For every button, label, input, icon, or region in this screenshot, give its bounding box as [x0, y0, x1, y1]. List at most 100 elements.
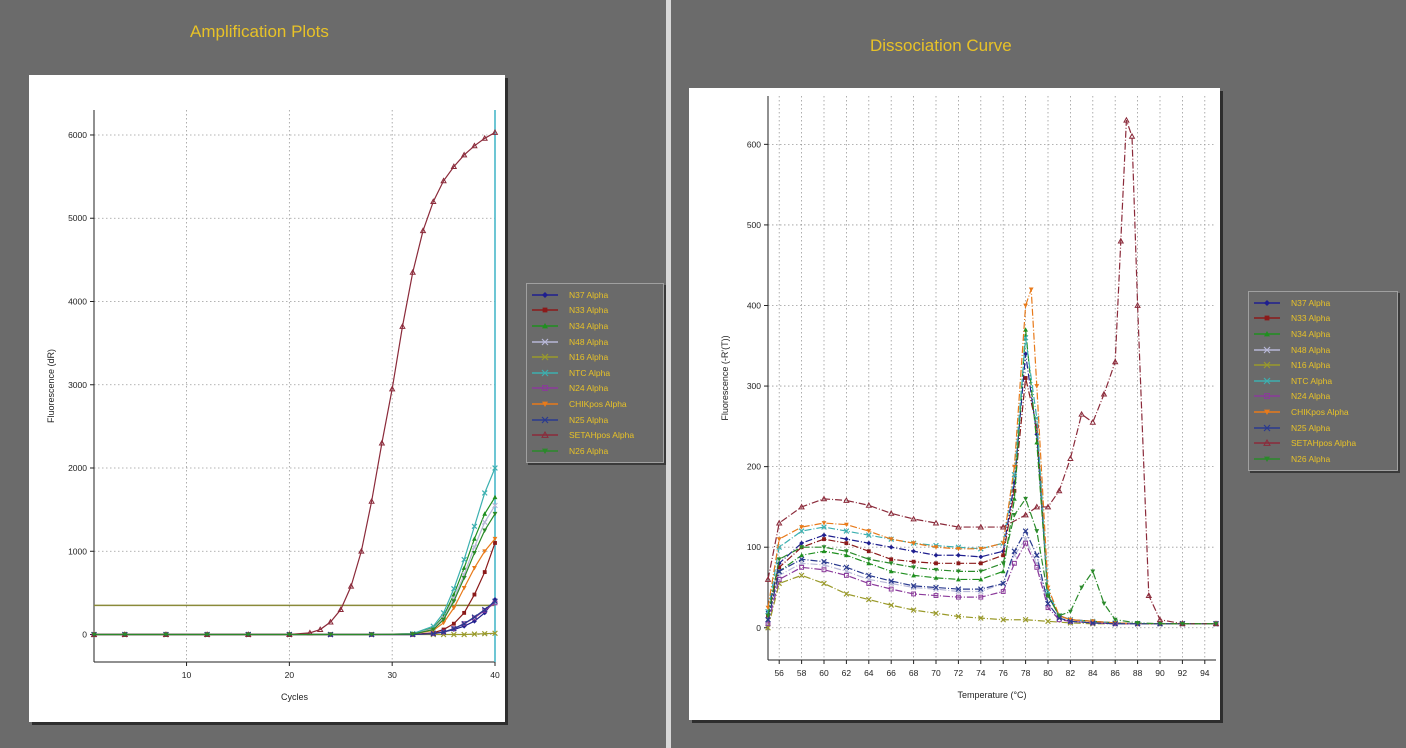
data-point[interactable] — [888, 578, 895, 584]
data-point[interactable] — [978, 561, 983, 566]
data-point[interactable] — [1023, 303, 1028, 308]
series-n37-alpha[interactable] — [91, 597, 498, 637]
data-point[interactable] — [410, 632, 416, 637]
series-line[interactable] — [94, 538, 496, 636]
plot-area[interactable]: 56 58 60 62 64 66 68 70 72 74 76 78 80 82 84 86 88 90 92 94… — [689, 88, 1220, 720]
data-point[interactable] — [843, 572, 849, 578]
data-point[interactable] — [1112, 617, 1118, 623]
data-point[interactable] — [911, 541, 916, 546]
data-point[interactable] — [866, 529, 872, 534]
legend-item[interactable]: N34 Alpha — [531, 318, 659, 334]
data-point[interactable] — [461, 620, 467, 627]
chart-legend[interactable]: N37 Alpha N33 Alpha N34 Alpha N48 Alpha N16 … — [526, 283, 664, 463]
data-point[interactable] — [493, 541, 497, 545]
data-point[interactable] — [978, 594, 984, 600]
data-point[interactable] — [799, 564, 805, 570]
data-point[interactable] — [347, 582, 355, 589]
legend-item[interactable]: N48 Alpha — [531, 334, 659, 350]
data-point[interactable] — [910, 607, 917, 613]
data-point[interactable] — [866, 560, 872, 566]
data-point[interactable] — [451, 599, 457, 604]
legend-item[interactable]: N37 Alpha — [531, 287, 659, 303]
data-point[interactable] — [1028, 287, 1034, 292]
data-point[interactable] — [337, 606, 345, 612]
series-line[interactable] — [767, 329, 1216, 625]
data-point[interactable] — [286, 632, 292, 637]
data-point[interactable] — [798, 556, 805, 563]
data-point[interactable] — [451, 585, 457, 592]
data-point[interactable] — [844, 552, 849, 558]
data-point[interactable] — [492, 502, 498, 509]
data-point[interactable] — [888, 602, 895, 609]
data-point[interactable] — [844, 536, 849, 542]
data-point[interactable] — [460, 151, 468, 158]
data-point[interactable] — [844, 522, 849, 528]
dissociation-chart[interactable]: 56 58 60 62 64 66 68 70 72 74 76 78 80 82 84 86 88 90 92 94… — [689, 88, 1220, 720]
data-point[interactable] — [327, 618, 334, 625]
legend-item[interactable]: NTC Alpha — [1253, 373, 1393, 389]
series-line[interactable] — [767, 497, 1216, 625]
legend-item[interactable]: N34 Alpha — [1253, 326, 1393, 342]
data-point[interactable] — [844, 541, 849, 546]
data-point[interactable] — [866, 549, 871, 554]
data-point[interactable] — [1055, 487, 1063, 494]
data-point[interactable] — [843, 528, 850, 534]
legend-item[interactable]: NTC Alpha — [531, 365, 659, 381]
data-point[interactable] — [956, 561, 961, 566]
data-point[interactable] — [821, 545, 827, 550]
data-point[interactable] — [843, 564, 850, 571]
data-point[interactable] — [889, 557, 894, 562]
data-point[interactable] — [888, 568, 894, 574]
series-setahpos-alpha[interactable] — [764, 116, 1220, 627]
data-point[interactable] — [1023, 496, 1028, 502]
data-point[interactable] — [1213, 621, 1219, 627]
series-n16-alpha[interactable] — [765, 572, 1219, 631]
data-point[interactable] — [451, 631, 457, 638]
data-point[interactable] — [1089, 620, 1096, 626]
series-line[interactable] — [94, 496, 496, 636]
data-point[interactable] — [1068, 617, 1073, 623]
data-point[interactable] — [430, 627, 436, 632]
data-point[interactable] — [933, 586, 939, 592]
data-point[interactable] — [911, 565, 916, 570]
data-point[interactable] — [933, 552, 939, 558]
data-point[interactable] — [461, 621, 467, 627]
data-point[interactable] — [933, 593, 939, 598]
data-point[interactable] — [461, 556, 467, 563]
data-point[interactable] — [765, 605, 771, 611]
series-n34-alpha[interactable] — [765, 327, 1219, 626]
data-point[interactable] — [409, 268, 416, 275]
series-line[interactable] — [767, 289, 1216, 625]
data-point[interactable] — [122, 632, 128, 637]
data-point[interactable] — [765, 613, 771, 619]
data-point[interactable] — [798, 572, 805, 579]
data-point[interactable] — [1180, 621, 1185, 627]
data-point[interactable] — [1034, 564, 1040, 570]
data-point[interactable] — [1011, 548, 1018, 555]
data-point[interactable] — [1090, 569, 1096, 574]
data-point[interactable] — [482, 528, 488, 533]
data-point[interactable] — [1090, 619, 1096, 624]
data-point[interactable] — [1067, 455, 1074, 461]
data-point[interactable] — [1045, 600, 1051, 607]
data-point[interactable] — [843, 497, 850, 503]
data-point[interactable] — [999, 523, 1007, 530]
series-line[interactable] — [94, 131, 496, 636]
legend-item[interactable]: N26 Alpha — [1253, 451, 1393, 467]
data-point[interactable] — [1000, 541, 1006, 546]
data-point[interactable] — [440, 177, 447, 184]
data-point[interactable] — [1034, 440, 1040, 445]
data-point[interactable] — [821, 521, 827, 526]
data-point[interactable] — [765, 624, 771, 631]
data-point[interactable] — [1045, 593, 1051, 598]
data-point[interactable] — [378, 439, 386, 446]
data-point[interactable] — [1156, 616, 1164, 623]
data-point[interactable] — [1056, 615, 1063, 621]
data-point[interactable] — [245, 632, 251, 637]
series-line[interactable] — [94, 542, 496, 636]
data-point[interactable] — [865, 572, 872, 579]
legend-item[interactable]: CHIKpos Alpha — [531, 396, 659, 412]
data-point[interactable] — [955, 586, 962, 592]
data-point[interactable] — [765, 621, 771, 627]
series-n25-alpha[interactable] — [765, 528, 1219, 627]
